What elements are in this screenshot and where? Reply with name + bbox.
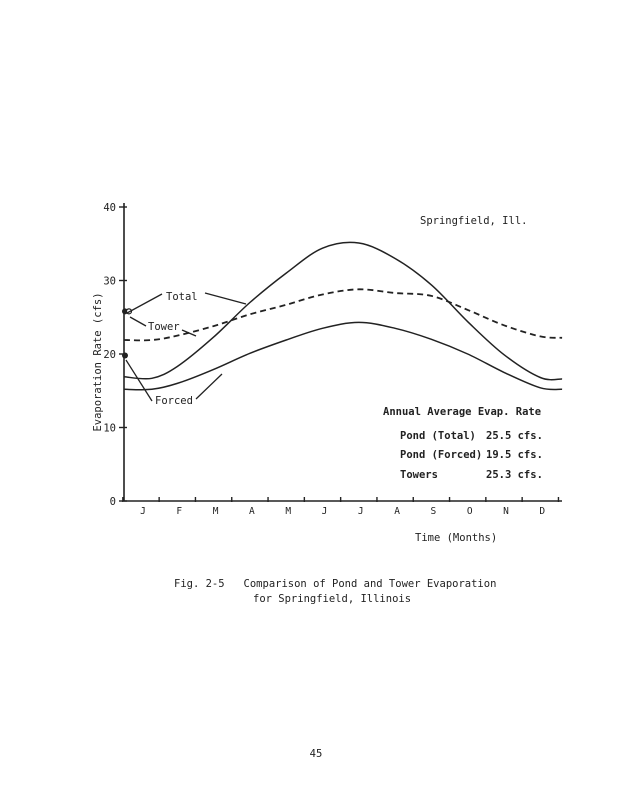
series-line-forced — [123, 321, 563, 391]
chart-axes — [119, 203, 562, 502]
x-tick-label-8: S — [431, 506, 437, 517]
y-tick-label-0: 0 — [110, 496, 116, 508]
leader-total-right — [204, 292, 247, 305]
x-tick-label-9: O — [467, 506, 473, 517]
series-label-tower: Tower — [148, 321, 180, 333]
leader-tower-right — [181, 329, 197, 337]
leader-total-left — [126, 293, 163, 314]
series-layer — [122, 241, 563, 391]
annotation-label-pond-forced: Pond (Forced) — [400, 449, 482, 461]
leader-tower-left — [129, 316, 147, 327]
x-tick-label-7: A — [394, 506, 400, 517]
y-tick-label-10: 10 — [103, 423, 116, 435]
y-tick-label-40: 40 — [103, 202, 116, 214]
y-tick-label-20: 20 — [103, 349, 116, 361]
labels-layer: 0 10 20 30 40 J F M A M J J A S O N D — [103, 202, 545, 517]
label-leader-lines — [125, 292, 247, 402]
x-tick-label-6: J — [358, 506, 364, 517]
marker-forced-start — [122, 352, 128, 359]
x-tick-label-5: J — [322, 506, 328, 517]
series-line-total — [123, 241, 563, 381]
x-tick-label-0: J — [140, 506, 146, 517]
page-number: 45 — [310, 748, 323, 760]
leader-forced-left — [125, 359, 153, 402]
series-label-total: Total — [166, 291, 198, 303]
x-tick-label-10: N — [503, 506, 509, 517]
annotation-label-towers: Towers — [400, 469, 438, 481]
x-tick-label-11: D — [539, 506, 545, 517]
annotation-heading: Annual Average Evap. Rate — [383, 406, 541, 418]
annotation-value-pond-total: 25.5 cfs. — [486, 430, 543, 442]
x-tick-label-2: M — [213, 506, 219, 517]
annotation-value-towers: 25.3 cfs. — [486, 469, 543, 481]
figure-caption-line1: Fig. 2-5 Comparison of Pond and Tower Ev… — [174, 578, 496, 590]
chart-title: Springfield, Ill. — [420, 215, 527, 227]
annotation-value-pond-forced: 19.5 cfs. — [486, 449, 543, 461]
leader-forced-right — [195, 373, 223, 400]
x-tick-label-1: F — [176, 506, 182, 517]
y-tick-label-30: 30 — [103, 276, 116, 288]
x-axis-label: Time (Months) — [415, 532, 497, 544]
series-line-tower — [123, 288, 563, 342]
annotation-label-pond-total: Pond (Total) — [400, 430, 476, 442]
series-label-forced: Forced — [155, 395, 193, 407]
x-tick-label-3: A — [249, 506, 255, 517]
x-tick-label-4: M — [285, 506, 291, 517]
figure-caption-line2: for Springfield, Illinois — [253, 593, 411, 605]
y-axis-label: Evaporation Rate (cfs) — [92, 292, 104, 431]
